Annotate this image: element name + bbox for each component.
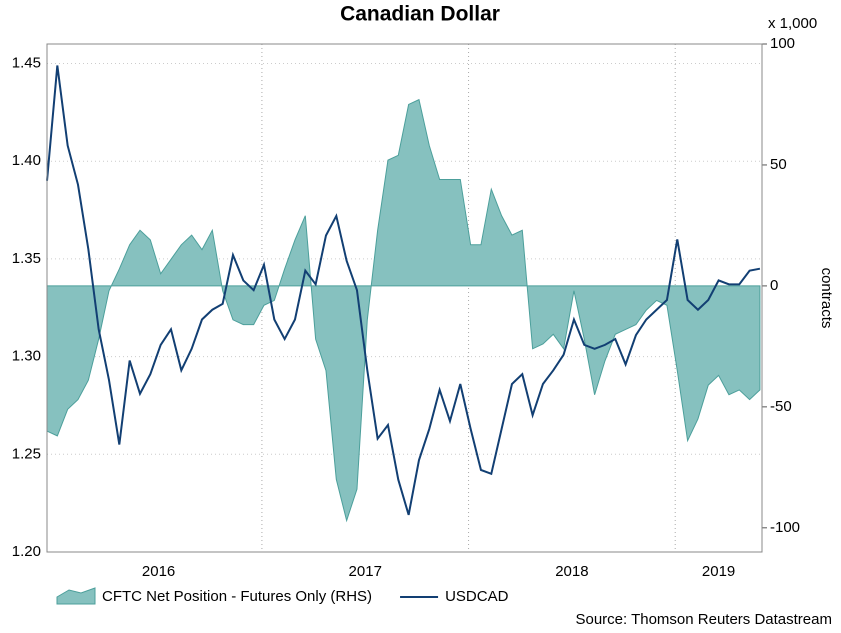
y-tick-label: 1.25 bbox=[12, 445, 41, 462]
y-tick-label: 1.20 bbox=[12, 543, 41, 560]
area bbox=[46, 98, 761, 523]
x-tick-label: 2019 bbox=[702, 563, 735, 580]
y2-tick-label: 100 bbox=[770, 35, 795, 52]
y2-tick-label: 0 bbox=[770, 277, 778, 294]
y2-unit: x 1,000 bbox=[768, 15, 817, 32]
plot-frame bbox=[46, 43, 763, 553]
x-tick-label: 2016 bbox=[142, 563, 175, 580]
y-tick-label: 1.45 bbox=[12, 55, 41, 72]
y-tick-label: 1.30 bbox=[12, 348, 41, 365]
legend-label: USDCAD bbox=[445, 588, 509, 605]
y2-axis-label: contracts bbox=[818, 268, 835, 329]
line bbox=[46, 65, 761, 516]
source-note: Source: Thomson Reuters Datastream bbox=[575, 611, 832, 628]
legend-label: CFTC Net Position - Futures Only (RHS) bbox=[102, 588, 372, 605]
legend-swatch bbox=[56, 587, 96, 605]
y2-tick-label: -50 bbox=[770, 398, 792, 415]
y2-tick-label: -100 bbox=[770, 519, 800, 536]
x-tick-label: 2017 bbox=[349, 563, 382, 580]
y2-tick-label: 50 bbox=[770, 156, 787, 173]
y-tick-label: 1.35 bbox=[12, 250, 41, 267]
chart-title: Canadian Dollar bbox=[340, 3, 500, 26]
y-tick-label: 1.40 bbox=[12, 152, 41, 169]
x-tick-label: 2018 bbox=[555, 563, 588, 580]
